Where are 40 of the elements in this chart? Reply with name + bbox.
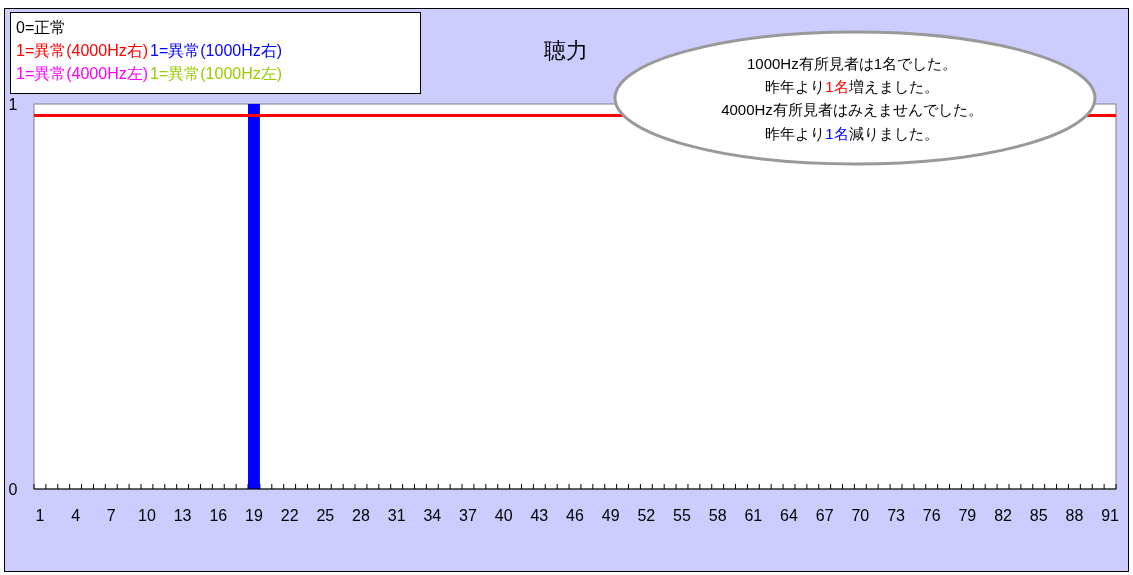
y-tick-label: 0 — [8, 480, 18, 498]
x-tick-label: 91 — [1101, 506, 1120, 524]
x-tick-label: 49 — [601, 506, 620, 524]
x-tick-label: 64 — [780, 506, 799, 524]
x-tick-label: 16 — [209, 506, 228, 524]
x-tick-label: 73 — [887, 506, 906, 524]
x-tick-label: 25 — [316, 506, 335, 524]
x-tick-label: 37 — [459, 506, 477, 524]
x-tick-label: 43 — [530, 506, 549, 524]
x-tick-label: 88 — [1065, 506, 1084, 524]
x-tick-label: 70 — [851, 506, 870, 524]
legend-title: 0=正常 — [16, 18, 67, 36]
x-tick-label: 34 — [423, 506, 442, 524]
x-tick-label: 7 — [106, 506, 116, 524]
x-tick-label: 40 — [494, 506, 513, 524]
annotation: 4000Hz有所見者はみえませんでした。 — [721, 101, 983, 119]
x-tick-label: 67 — [815, 506, 834, 524]
x-tick-label: 19 — [245, 506, 263, 524]
x-tick-label: 61 — [744, 506, 763, 524]
x-tick-label: 31 — [387, 506, 406, 524]
x-tick-label: 55 — [673, 506, 692, 524]
x-tick-label: 76 — [922, 506, 941, 524]
legend-item: 1=異常(1000Hz右) — [150, 41, 283, 59]
x-tick-label: 1 — [35, 506, 45, 524]
x-tick-label: 82 — [994, 506, 1013, 524]
x-tick-label: 58 — [708, 506, 727, 524]
title: 聴力 — [544, 37, 588, 63]
x-tick-label: 79 — [958, 506, 977, 524]
x-tick-label: 28 — [352, 506, 370, 524]
x-tick-label: 13 — [173, 506, 192, 524]
x-tick-label: 85 — [1029, 506, 1048, 524]
x-tick-label: 46 — [566, 506, 584, 524]
legend-item: 1=異常(4000Hz右) — [16, 41, 149, 59]
x-tick-label: 52 — [637, 506, 656, 524]
legend-item: 1=異常(4000Hz左) — [16, 64, 149, 82]
x-tick-label: 4 — [71, 506, 81, 524]
annotation: 1000Hz有所見者は1名でした。 — [747, 54, 957, 72]
x-tick-label: 10 — [138, 506, 156, 524]
x-tick-label: 22 — [280, 506, 299, 524]
legend-item: 1=異常(1000Hz左) — [150, 64, 283, 82]
